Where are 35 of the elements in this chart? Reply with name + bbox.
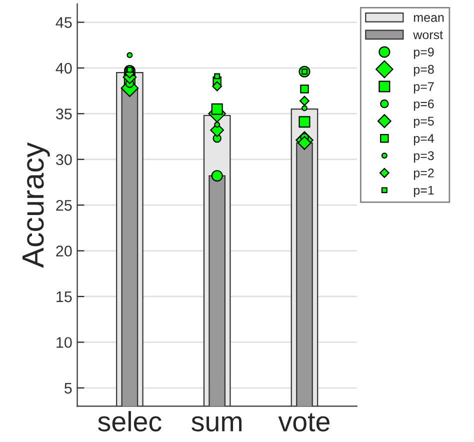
x-tick-label: sum (192, 416, 242, 432)
y-tick-label: 30 (56, 154, 72, 166)
y-tick-label: 25 (56, 200, 72, 211)
legend-label: mean (414, 15, 444, 22)
x-tick-label: selec (98, 411, 162, 432)
legend-label: p=7 (414, 82, 434, 94)
legend-label: p=5 (414, 116, 434, 128)
y-axis-title: Accuracy (22, 142, 50, 268)
y-tick-label: 5 (64, 382, 72, 394)
legend-label: worst (413, 30, 443, 40)
x-tick-label: vote (278, 413, 330, 432)
legend-label: p=4 (414, 134, 434, 146)
legend-label: p=2 (414, 168, 434, 180)
legend-label: p=8 (414, 64, 434, 76)
point (126, 52, 133, 58)
point (300, 84, 309, 94)
legend-label: p=6 (414, 99, 434, 111)
y-tick-label: 40 (56, 62, 72, 74)
point (302, 105, 308, 112)
legend-label: p=3 (414, 151, 434, 163)
legend-label: p=1 (414, 186, 434, 198)
y-tick-label: 15 (56, 292, 72, 302)
y-tick-label: 20 (56, 246, 72, 256)
point (298, 116, 310, 128)
legend-label: p=9 (414, 48, 434, 59)
point (211, 103, 223, 115)
point (212, 81, 222, 92)
y-tick-label: 45 (56, 17, 72, 28)
point (214, 122, 220, 128)
point (211, 170, 223, 182)
y-tick-label: 35 (56, 108, 72, 120)
point (300, 96, 310, 106)
point (298, 136, 312, 150)
y-tick-label: 10 (56, 337, 72, 348)
point (214, 73, 220, 80)
